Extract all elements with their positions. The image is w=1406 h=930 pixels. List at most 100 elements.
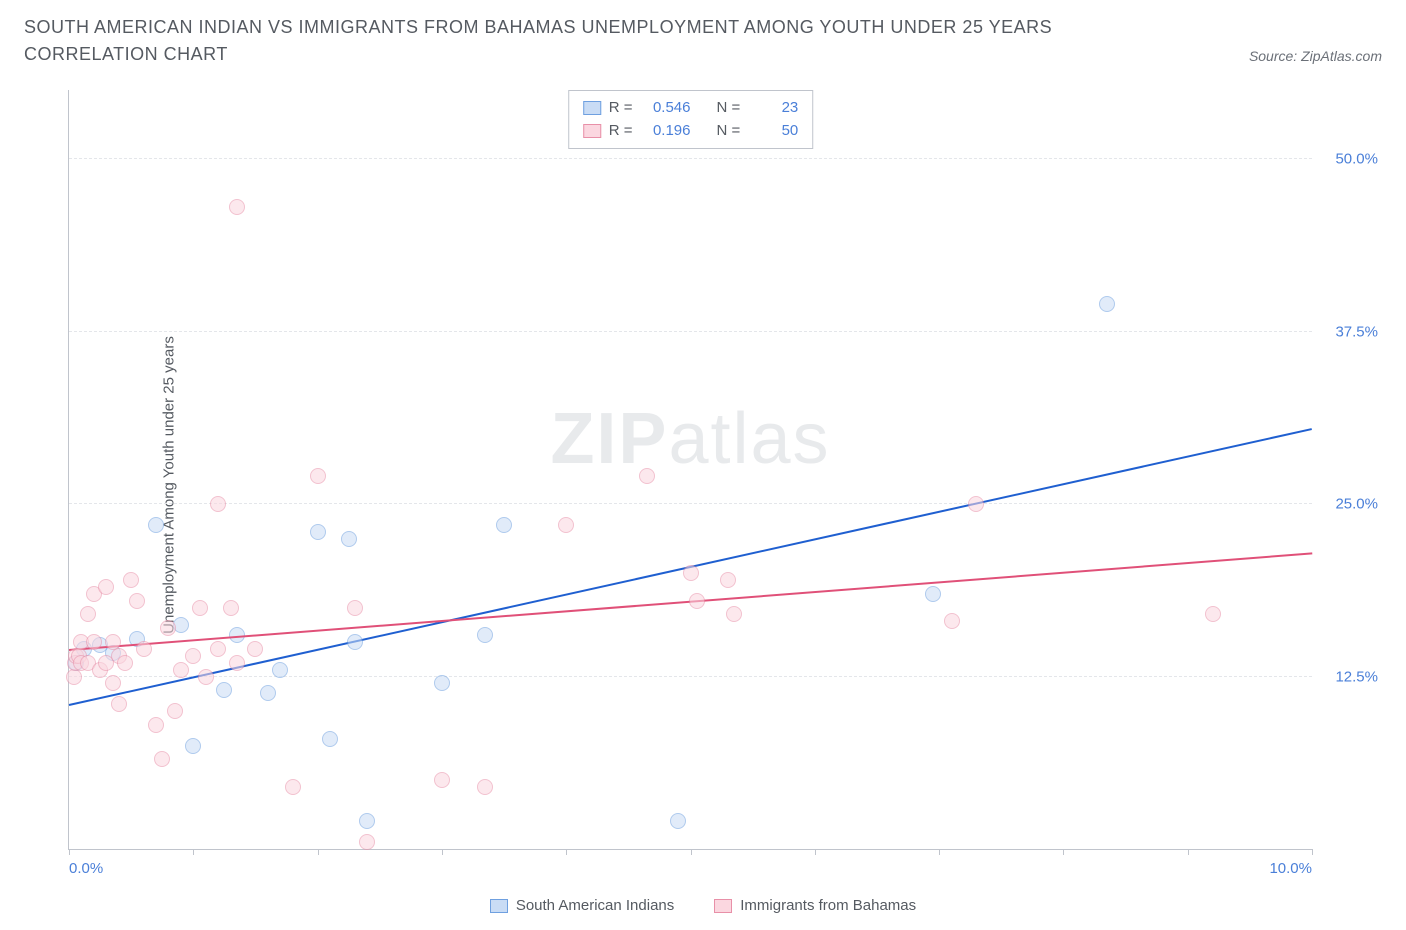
legend-label: South American Indians bbox=[516, 897, 674, 914]
scatter-point bbox=[347, 634, 363, 650]
stat-n-label: N = bbox=[717, 97, 741, 120]
scatter-point bbox=[185, 648, 201, 664]
y-tick-label: 37.5% bbox=[1335, 323, 1378, 340]
x-tick bbox=[939, 849, 940, 855]
x-tick bbox=[1188, 849, 1189, 855]
stats-row: R = 0.546 N = 23 bbox=[583, 97, 799, 120]
scatter-point bbox=[247, 641, 263, 657]
plot-area: ZIPatlas R =0.546N =23R =0.196N =50 12.5… bbox=[68, 90, 1312, 850]
scatter-point bbox=[359, 834, 375, 850]
scatter-point bbox=[477, 627, 493, 643]
gridline bbox=[69, 676, 1312, 677]
stat-r-label: R = bbox=[609, 97, 633, 120]
scatter-point bbox=[98, 579, 114, 595]
scatter-point bbox=[310, 468, 326, 484]
y-tick-label: 25.0% bbox=[1335, 496, 1378, 513]
x-tick bbox=[318, 849, 319, 855]
stat-r-value: 0.546 bbox=[641, 97, 691, 120]
scatter-point bbox=[310, 524, 326, 540]
scatter-point bbox=[148, 717, 164, 733]
stat-r-value: 0.196 bbox=[641, 120, 691, 143]
scatter-point bbox=[683, 565, 699, 581]
scatter-point bbox=[347, 600, 363, 616]
bottom-legend: South American Indians Immigrants from Ba… bbox=[0, 897, 1406, 914]
x-tick bbox=[442, 849, 443, 855]
scatter-point bbox=[173, 662, 189, 678]
scatter-point bbox=[86, 634, 102, 650]
gridline bbox=[69, 331, 1312, 332]
scatter-point bbox=[105, 675, 121, 691]
scatter-point bbox=[185, 738, 201, 754]
scatter-point bbox=[726, 606, 742, 622]
scatter-point bbox=[322, 731, 338, 747]
scatter-point bbox=[558, 517, 574, 533]
legend-swatch bbox=[490, 899, 508, 913]
scatter-point bbox=[123, 572, 139, 588]
scatter-point bbox=[154, 751, 170, 767]
x-tick-label: 10.0% bbox=[1269, 860, 1312, 877]
scatter-point bbox=[223, 600, 239, 616]
scatter-point bbox=[670, 813, 686, 829]
scatter-point bbox=[229, 199, 245, 215]
scatter-point bbox=[720, 572, 736, 588]
scatter-point bbox=[341, 531, 357, 547]
x-tick bbox=[566, 849, 567, 855]
scatter-point bbox=[944, 613, 960, 629]
scatter-point bbox=[198, 669, 214, 685]
x-tick bbox=[691, 849, 692, 855]
scatter-point bbox=[129, 593, 145, 609]
gridline bbox=[69, 503, 1312, 504]
y-tick-label: 50.0% bbox=[1335, 151, 1378, 168]
scatter-point bbox=[639, 468, 655, 484]
scatter-point bbox=[148, 517, 164, 533]
scatter-point bbox=[216, 682, 232, 698]
scatter-point bbox=[80, 606, 96, 622]
stats-row: R = 0.196 N = 50 bbox=[583, 120, 799, 143]
scatter-point bbox=[1205, 606, 1221, 622]
scatter-point bbox=[285, 779, 301, 795]
legend-label: Immigrants from Bahamas bbox=[740, 897, 916, 914]
scatter-point bbox=[272, 662, 288, 678]
legend-swatch bbox=[583, 124, 601, 138]
source-label: Source: ZipAtlas.com bbox=[1249, 48, 1382, 68]
scatter-point bbox=[167, 703, 183, 719]
scatter-point bbox=[434, 675, 450, 691]
scatter-point bbox=[925, 586, 941, 602]
scatter-point bbox=[210, 496, 226, 512]
scatter-point bbox=[689, 593, 705, 609]
stats-box: R = 0.546 N = 23 R = 0.196 N = 50 bbox=[568, 90, 814, 149]
scatter-point bbox=[66, 669, 82, 685]
y-tick-label: 12.5% bbox=[1335, 668, 1378, 685]
scatter-point bbox=[229, 655, 245, 671]
scatter-point bbox=[117, 655, 133, 671]
stat-r-label: R = bbox=[609, 120, 633, 143]
legend-item: Immigrants from Bahamas bbox=[714, 897, 916, 914]
x-tick bbox=[815, 849, 816, 855]
legend-swatch bbox=[583, 101, 601, 115]
x-tick-label: 0.0% bbox=[69, 860, 103, 877]
scatter-point bbox=[434, 772, 450, 788]
scatter-point bbox=[136, 641, 152, 657]
stat-n-value: 23 bbox=[748, 97, 798, 120]
x-tick bbox=[1063, 849, 1064, 855]
scatter-point bbox=[477, 779, 493, 795]
scatter-point bbox=[1099, 296, 1115, 312]
legend-swatch bbox=[714, 899, 732, 913]
chart-title: SOUTH AMERICAN INDIAN VS IMMIGRANTS FROM… bbox=[24, 14, 1144, 68]
legend-item: South American Indians bbox=[490, 897, 674, 914]
scatter-point bbox=[210, 641, 226, 657]
stat-n-value: 50 bbox=[748, 120, 798, 143]
stat-n-label: N = bbox=[717, 120, 741, 143]
chart-container: Unemployment Among Youth under 25 years … bbox=[60, 90, 1382, 880]
x-tick bbox=[1312, 849, 1313, 855]
scatter-point bbox=[160, 620, 176, 636]
scatter-point bbox=[359, 813, 375, 829]
gridline bbox=[69, 158, 1312, 159]
watermark: ZIPatlas bbox=[550, 398, 830, 480]
scatter-point bbox=[968, 496, 984, 512]
scatter-point bbox=[496, 517, 512, 533]
scatter-point bbox=[192, 600, 208, 616]
x-tick bbox=[69, 849, 70, 855]
scatter-point bbox=[111, 696, 127, 712]
scatter-point bbox=[260, 685, 276, 701]
